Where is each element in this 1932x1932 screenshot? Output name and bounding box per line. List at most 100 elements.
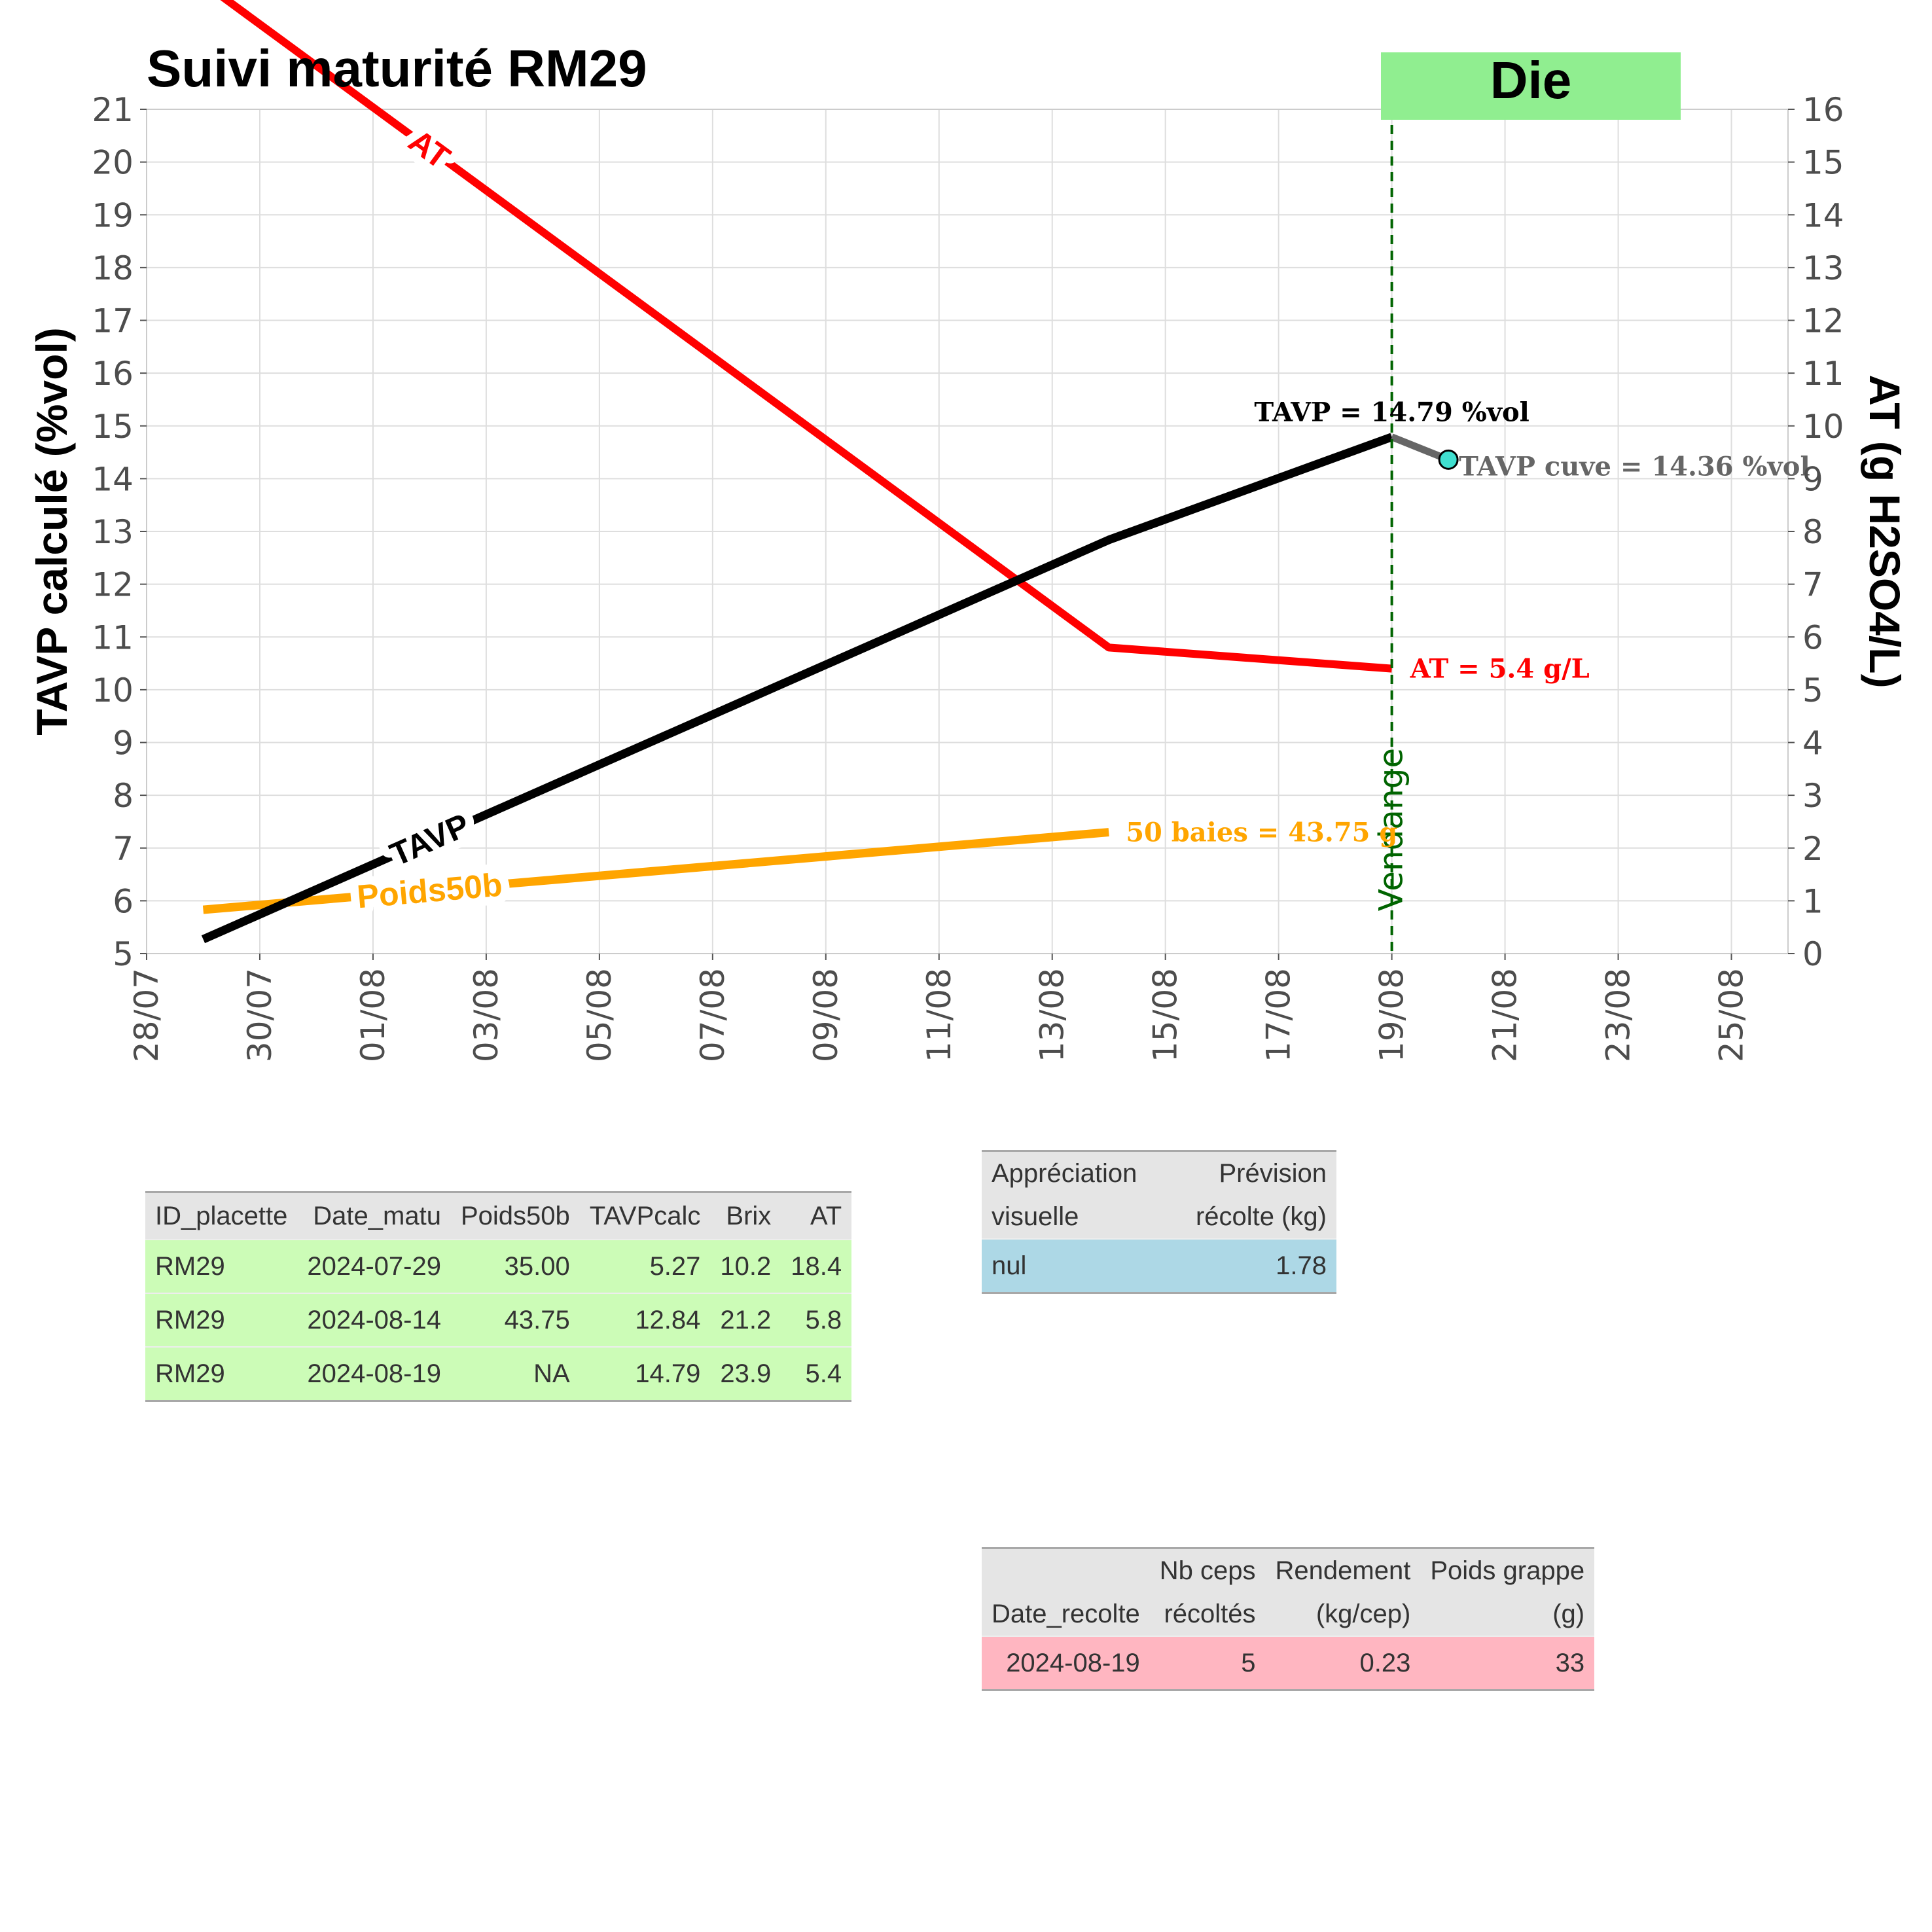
col-header-nb-ceps-line2: récoltés <box>1164 1599 1256 1628</box>
col-header-date-recolte: Date_recolte <box>992 1599 1140 1628</box>
x-tick-label: 09/08 <box>807 968 845 1062</box>
tavp-cuve-point <box>1438 449 1459 470</box>
y-tick-label: 5 <box>113 935 134 973</box>
col-header-poids-grappe-line2: (g) <box>1552 1599 1585 1628</box>
table-header-row: Nb ceps Rendement Poids grappe <box>982 1548 1595 1593</box>
y2-tick-label: 4 <box>1802 724 1823 762</box>
y-tick-label: 12 <box>92 566 134 604</box>
y-axis-title: TAVP calculé (%vol) <box>27 327 76 736</box>
y2-tick-label: 6 <box>1802 618 1823 656</box>
y-tick-label: 7 <box>113 830 134 868</box>
table-row: RM29 2024-08-14 43.75 12.84 21.2 5.8 <box>145 1293 852 1347</box>
col-header-nb-ceps: Nb ceps <box>1159 1556 1256 1585</box>
x-tick-label: 13/08 <box>1033 968 1071 1062</box>
y2-tick-label: 11 <box>1802 355 1844 393</box>
axes: 5678910111213141516171819202101234567891… <box>92 91 1844 1062</box>
maturity-table: ID_placette Date_matu Poids50b TAVPcalc … <box>145 1191 852 1402</box>
col-header-poids50b: Poids50b <box>460 1201 570 1230</box>
table-cell: 21.2 <box>720 1305 772 1334</box>
table-row: RM29 2024-08-19 NA 14.79 23.9 5.4 <box>145 1347 852 1401</box>
recolte-table: Nb ceps Rendement Poids grappe Date_reco… <box>982 1547 1595 1691</box>
x-tick-label: 30/07 <box>241 968 279 1062</box>
y-tick-label: 20 <box>92 144 134 182</box>
table-cell: RM29 <box>155 1251 225 1281</box>
tavp-line-label: TAVP <box>385 806 475 873</box>
y2-tick-label: 14 <box>1802 196 1844 234</box>
table-cell: 2024-07-29 <box>307 1251 441 1281</box>
table-cell: NA <box>533 1359 570 1388</box>
table-cell: 2024-08-19 <box>307 1359 441 1388</box>
y-tick-label: 16 <box>92 355 134 393</box>
x-tick-label: 19/08 <box>1373 968 1411 1062</box>
y-tick-label: 11 <box>92 618 134 656</box>
table-row: nul 1.78 <box>982 1239 1336 1293</box>
table-cell: RM29 <box>155 1305 225 1334</box>
col-header-date-recolte-line1 <box>982 1548 1150 1593</box>
col-header-prevision-line2: récolte (kg) <box>1195 1202 1327 1231</box>
table-cell: 5.27 <box>649 1251 701 1281</box>
col-header-at: AT <box>810 1201 842 1230</box>
annotation-at: AT = 5.4 g/L <box>1410 654 1590 685</box>
poids50b-line-label: Poids50b <box>355 867 503 916</box>
annotation-tavp-cuve: TAVP cuve = 14.36 %vol <box>1459 451 1810 482</box>
grid <box>146 109 1788 954</box>
table-cell: 2024-08-19 <box>1006 1648 1140 1677</box>
table-cell: 0.23 <box>1359 1648 1411 1677</box>
table-cell: 10.2 <box>720 1251 772 1281</box>
table-cell: 1.78 <box>1276 1251 1327 1280</box>
col-header-poids-grappe: Poids grappe <box>1430 1556 1585 1585</box>
col-header-date-matu: Date_matu <box>313 1201 441 1230</box>
series-line-tavp <box>201 433 1393 944</box>
y2-tick-label: 5 <box>1802 671 1823 709</box>
y2-tick-label: 1 <box>1802 882 1823 920</box>
x-tick-label: 15/08 <box>1147 968 1185 1062</box>
col-header-appreciation-line2: visuelle <box>992 1202 1079 1231</box>
y2-tick-label: 10 <box>1802 408 1844 446</box>
y-tick-label: 14 <box>92 460 134 498</box>
table-cell: 5 <box>1241 1648 1256 1677</box>
table-header-row: Date_recolte récoltés (kg/cep) (g) <box>982 1592 1595 1636</box>
table-cell: 5.4 <box>805 1359 842 1388</box>
y2-tick-label: 0 <box>1802 935 1823 973</box>
y-tick-label: 21 <box>92 91 134 129</box>
col-header-rendement: Rendement <box>1275 1556 1411 1585</box>
y2-tick-label: 2 <box>1802 830 1823 868</box>
chart-title: Suivi maturité RM29 <box>147 39 647 98</box>
y2-tick-label: 7 <box>1802 566 1823 604</box>
y-tick-label: 8 <box>113 777 134 815</box>
x-tick-label: 23/08 <box>1600 968 1637 1062</box>
table-cell: 23.9 <box>720 1359 772 1388</box>
y-tick-label: 6 <box>113 882 134 920</box>
series-line-at <box>220 0 1393 673</box>
table-cell: 35.00 <box>504 1251 570 1281</box>
y-tick-label: 19 <box>92 196 134 234</box>
annotation-poids50b: 50 baies = 43.75 g <box>1126 817 1397 848</box>
y2-tick-label: 15 <box>1802 144 1844 182</box>
table-row: 2024-08-19 5 0.23 33 <box>982 1636 1595 1690</box>
col-header-rendement-line2: (kg/cep) <box>1315 1599 1411 1628</box>
x-tick-label: 25/08 <box>1713 968 1751 1062</box>
table-header-row: ID_placette Date_matu Poids50b TAVPcalc … <box>145 1192 852 1240</box>
table-cell: 2024-08-14 <box>307 1305 441 1334</box>
y-tick-label: 15 <box>92 408 134 446</box>
table-cell: 43.75 <box>504 1305 570 1334</box>
y2-tick-label: 13 <box>1802 249 1844 287</box>
x-tick-label: 17/08 <box>1260 968 1298 1062</box>
status-badge <box>1381 52 1681 120</box>
y2-tick-label: 8 <box>1802 513 1823 551</box>
y2-axis-title: AT (g H2SO4/L) <box>1861 374 1909 688</box>
series-line-poids50b <box>202 828 1109 914</box>
annotation-tavp: TAVP = 14.79 %vol <box>1254 397 1530 428</box>
x-tick-label: 05/08 <box>581 968 618 1062</box>
col-header-tavpcalc: TAVPcalc <box>589 1201 701 1230</box>
table-header-row: Appréciation Prévision <box>982 1151 1336 1195</box>
table-cell: 14.79 <box>635 1359 701 1388</box>
table-header-row: visuelle récolte (kg) <box>982 1195 1336 1239</box>
table-cell: nul <box>992 1251 1027 1280</box>
y-tick-label: 9 <box>113 724 134 762</box>
y-tick-label: 17 <box>92 302 134 340</box>
y2-tick-label: 16 <box>1802 91 1844 129</box>
